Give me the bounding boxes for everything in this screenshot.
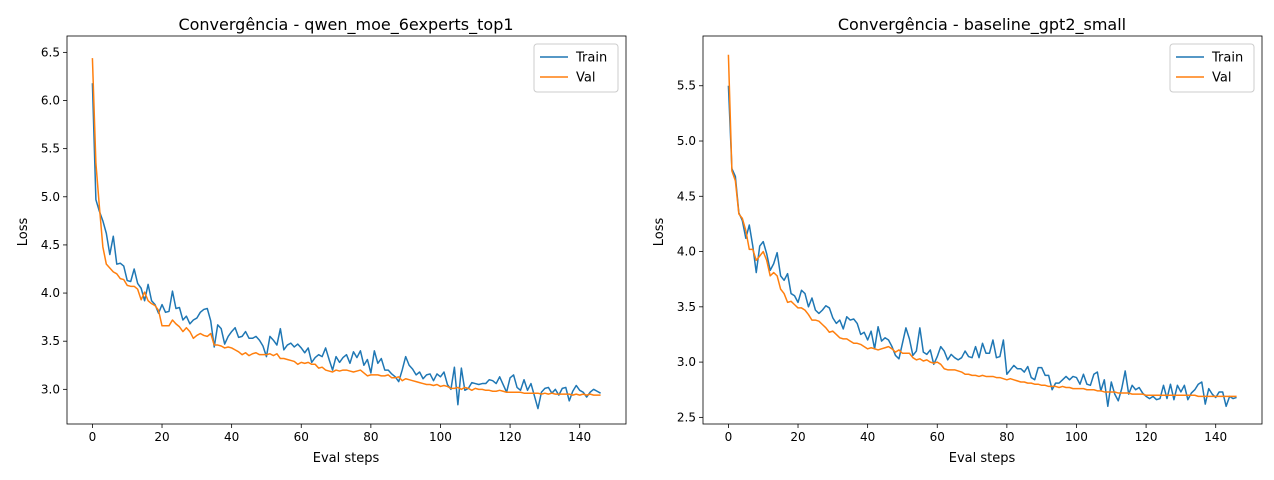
x-axis-label: Eval steps [949, 451, 1016, 466]
x-tick-label: 140 [1204, 430, 1227, 444]
x-tick-label: 20 [154, 430, 169, 444]
axes-frame [66, 35, 627, 425]
x-tick-label: 0 [725, 430, 733, 444]
legend-label-val: Val [576, 71, 595, 86]
x-tick-label: 60 [930, 430, 945, 444]
chart-title: Convergência - baseline_gpt2_small [838, 15, 1126, 35]
y-tick-label: 4.5 [677, 189, 696, 203]
y-tick-label: 5.0 [677, 134, 696, 148]
series-line-train [727, 85, 1237, 408]
plot-area: 0 20 40 60 80 100 120 140 3.0 3.5 4.0 4.5 5.0 5.5 6.0 6… [41, 35, 627, 444]
y-tick-label: 6.5 [41, 45, 60, 59]
x-tick-label: 120 [1135, 430, 1158, 444]
x-tick-label: 100 [1065, 430, 1088, 444]
x-tick-label: 80 [999, 430, 1014, 444]
x-tick-label: 40 [860, 430, 875, 444]
y-axis-label: Loss [652, 218, 667, 247]
x-tick-label: 140 [568, 430, 591, 444]
y-tick-label: 3.0 [41, 382, 60, 396]
x-tick-label: 20 [790, 430, 805, 444]
legend: Train Val [533, 43, 619, 93]
y-tick-label: 2.5 [677, 410, 696, 424]
chart-title: Convergência - qwen_moe_6experts_top1 [178, 15, 513, 35]
y-tick-label: 3.5 [41, 334, 60, 348]
y-tick-label: 4.0 [41, 286, 60, 300]
y-tick-label: 4.0 [677, 245, 696, 259]
legend-label-val: Val [1212, 71, 1231, 86]
y-axis-label: Loss [16, 218, 31, 247]
series-line-val [91, 58, 601, 396]
y-tick-label: 5.5 [677, 79, 696, 93]
x-tick-label: 0 [89, 430, 97, 444]
y-tick-label: 6.0 [41, 94, 60, 108]
legend-label-train: Train [575, 51, 607, 66]
x-tick-label: 40 [224, 430, 239, 444]
series-line-train [91, 83, 601, 410]
y-tick-label: 3.0 [677, 355, 696, 369]
plot-area: 0 20 40 60 80 100 120 140 2.5 3.0 3.5 4.0 4.5 5.0 5.5 T… [677, 35, 1263, 444]
y-tick-label: 4.5 [41, 238, 60, 252]
chart-right: Convergência - baseline_gpt2_small 0 20 40… [652, 15, 1263, 466]
legend: Train Val [1169, 43, 1255, 93]
chart-left: Convergência - qwen_moe_6experts_top1 0 2… [16, 15, 627, 466]
axes-frame [702, 35, 1263, 425]
y-tick-label: 3.5 [677, 300, 696, 314]
y-tick-label: 5.0 [41, 190, 60, 204]
x-tick-label: 60 [294, 430, 309, 444]
legend-box [533, 43, 619, 93]
legend-label-train: Train [1211, 51, 1243, 66]
x-axis-label: Eval steps [313, 451, 380, 466]
y-tick-label: 5.5 [41, 142, 60, 156]
x-tick-label: 120 [499, 430, 522, 444]
series-line-val [727, 54, 1237, 398]
x-tick-label: 80 [363, 430, 378, 444]
legend-box [1169, 43, 1255, 93]
x-tick-label: 100 [429, 430, 452, 444]
